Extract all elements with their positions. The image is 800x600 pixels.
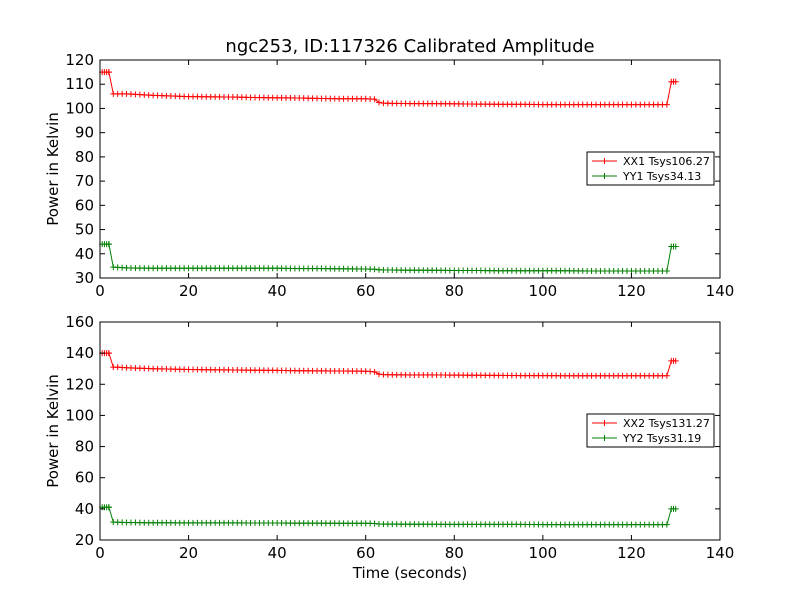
series-line-segment xyxy=(666,508,672,525)
x-tick-label: 40 xyxy=(268,544,287,562)
y-tick-label: 60 xyxy=(75,469,94,487)
legend-marker xyxy=(601,420,608,426)
x-tick-label: 100 xyxy=(529,282,558,300)
x-tick-label: 120 xyxy=(617,544,646,562)
data-point-marker xyxy=(105,241,112,248)
y-tick-label: 40 xyxy=(75,245,94,263)
y-tick-label: 120 xyxy=(65,375,94,393)
legend-marker xyxy=(601,173,608,179)
x-axis-label: Time (seconds) xyxy=(352,564,468,582)
y-tick-label: 100 xyxy=(65,406,94,424)
y-tick-label: 140 xyxy=(65,344,94,362)
data-point-marker xyxy=(376,99,382,106)
y-tick-label: 100 xyxy=(65,99,94,117)
x-tick-label: 80 xyxy=(445,544,464,562)
data-point-marker xyxy=(105,69,112,76)
legend-entry: YY2 Tsys31.19 xyxy=(622,432,701,445)
series-line-segment xyxy=(666,360,672,376)
y-tick-label: 90 xyxy=(75,124,94,142)
data-point-marker xyxy=(672,78,679,85)
data-point-marker xyxy=(663,101,670,108)
data-point-marker xyxy=(672,505,679,512)
y-tick-label: 60 xyxy=(75,196,94,214)
x-tick-label: 20 xyxy=(179,544,198,562)
series-yy1 xyxy=(99,241,679,274)
y-axis-label: Power in Kelvin xyxy=(44,374,62,488)
bottom-subplot: 0 20 40 60 80 100 120 14020406080100120140160Po… xyxy=(44,313,734,582)
x-tick-label: 140 xyxy=(706,544,735,562)
legend-entry: YY1 Tsys34.13 xyxy=(622,170,701,183)
x-tick-label: 40 xyxy=(268,282,287,300)
x-tick-label: 0 xyxy=(95,544,105,562)
y-tick-label: 30 xyxy=(75,269,94,287)
y-tick-label: 110 xyxy=(65,75,94,93)
x-tick-label: 60 xyxy=(356,282,375,300)
y-tick-label: 120 xyxy=(65,51,94,69)
series-yy2 xyxy=(99,504,679,528)
series-line-segment xyxy=(666,81,672,105)
legend-entry: XX2 Tsys131.27 xyxy=(623,417,710,430)
legend-marker xyxy=(601,158,608,164)
y-tick-label: 50 xyxy=(75,221,94,239)
x-tick-label: 0 xyxy=(95,282,105,300)
series-markers xyxy=(99,69,679,108)
data-point-marker xyxy=(672,357,679,364)
data-point-marker xyxy=(105,350,112,357)
legend-entry: XX1 Tsys106.27 xyxy=(623,155,710,168)
y-axis-label: Power in Kelvin xyxy=(44,112,62,226)
data-point-marker xyxy=(371,368,378,375)
series-xx2 xyxy=(99,350,679,379)
y-tick-label: 70 xyxy=(75,172,94,190)
data-point-marker xyxy=(663,521,670,528)
legend-box xyxy=(586,151,715,186)
y-tick-label: 160 xyxy=(65,313,94,331)
axes-frame xyxy=(99,321,721,541)
x-tick-label: 120 xyxy=(617,282,646,300)
legend-box xyxy=(586,413,715,448)
data-point-marker xyxy=(663,372,670,379)
series-xx1 xyxy=(99,69,679,108)
x-tick-label: 20 xyxy=(179,282,198,300)
legend: XX2 Tsys131.27 YY2 Tsys31.19 xyxy=(586,413,715,448)
axes-frame xyxy=(99,59,721,279)
series-line-segment xyxy=(666,246,672,272)
y-tick-label: 80 xyxy=(75,148,94,166)
data-point-marker xyxy=(371,96,378,103)
data-point-marker xyxy=(105,504,112,511)
data-point-marker xyxy=(663,267,670,274)
legend-marker xyxy=(601,435,608,441)
x-tick-label: 140 xyxy=(706,282,735,300)
y-tick-label: 40 xyxy=(75,500,94,518)
y-tick-label: 20 xyxy=(75,531,94,549)
x-tick-label: 100 xyxy=(529,544,558,562)
y-tick-label: 80 xyxy=(75,438,94,456)
x-tick-label: 80 xyxy=(445,282,464,300)
series-markers xyxy=(99,350,679,379)
data-point-marker xyxy=(672,243,679,250)
series-markers xyxy=(99,504,679,528)
x-tick-label: 60 xyxy=(356,544,375,562)
series-markers xyxy=(99,241,679,274)
legend: XX1 Tsys106.27 YY1 Tsys34.13 xyxy=(586,151,715,186)
top-subplot: 0 20 40 60 80 100 120 140 30 40 50 60 70 80 90 100 110 12… xyxy=(44,51,734,300)
figure-title: ngc253, ID:117326 Calibrated Amplitude xyxy=(225,36,594,57)
